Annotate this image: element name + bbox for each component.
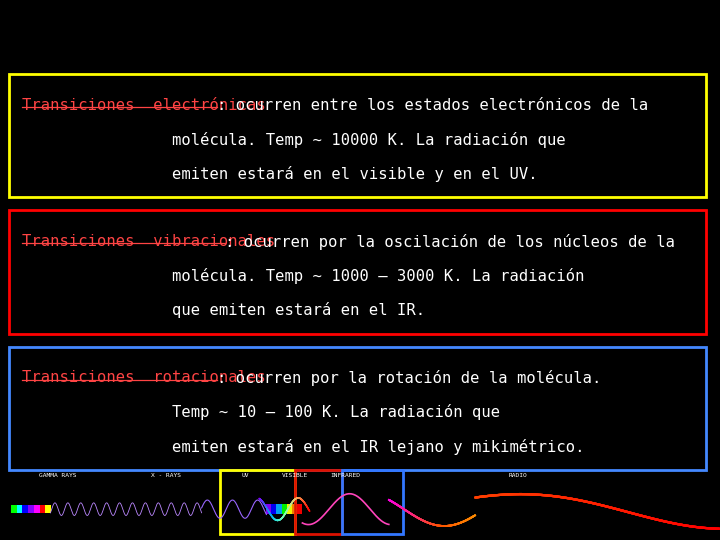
Text: GAMMA RAYS: GAMMA RAYS [39,473,76,478]
Text: Temp ~ 10 – 100 K. La radiación que: Temp ~ 10 – 100 K. La radiación que [22,404,500,421]
Text: X - RAYS: X - RAYS [150,473,181,478]
Text: Transiciones  vibracionales: Transiciones vibracionales [22,234,275,249]
Bar [40,505,45,514]
Bar [9,211,706,334]
Bar [22,505,28,514]
Bar [11,505,17,514]
Bar [220,470,295,535]
Bar [266,504,271,514]
Text: emiten estará en el visible y en el UV.: emiten estará en el visible y en el UV. [22,166,537,182]
Bar [282,504,287,514]
Bar [28,505,34,514]
Bar [292,504,297,514]
Bar [342,470,403,535]
Text: UV: UV [241,473,248,478]
Text: molécula. Temp ~ 10000 K. La radiación que: molécula. Temp ~ 10000 K. La radiación q… [22,132,565,148]
Bar [271,504,276,514]
Text: molécula. Temp ~ 1000 – 3000 K. La radiación: molécula. Temp ~ 1000 – 3000 K. La radia… [22,268,584,284]
Bar [276,504,282,514]
Text: : ocurren por la rotación de la molécula.: : ocurren por la rotación de la molécula… [217,370,602,386]
Bar [297,504,302,514]
Bar [9,347,706,470]
Text: Transiciones  rotacionales: Transiciones rotacionales [22,370,266,385]
Text: VISIBLE: VISIBLE [282,473,308,478]
Bar [45,505,51,514]
Text: : ocurren entre los estados electrónicos de la: : ocurren entre los estados electrónicos… [217,98,649,113]
Text: emiten estará en el IR lejano y mikimétrico.: emiten estará en el IR lejano y mikimétr… [22,438,584,455]
Bar [287,504,292,514]
Bar [34,505,40,514]
Text: INFRARED: INFRARED [330,473,361,478]
Text: que emiten estará en el IR.: que emiten estará en el IR. [22,302,425,319]
Text: Transiciones  electrónicas: Transiciones electrónicas [22,98,266,113]
Bar [9,74,706,197]
Text: : ocurren por la oscilación de los núcleos de la: : ocurren por la oscilación de los núcle… [225,234,675,250]
Bar [17,505,22,514]
Text: RADIO: RADIO [509,473,528,478]
Bar [295,470,342,535]
